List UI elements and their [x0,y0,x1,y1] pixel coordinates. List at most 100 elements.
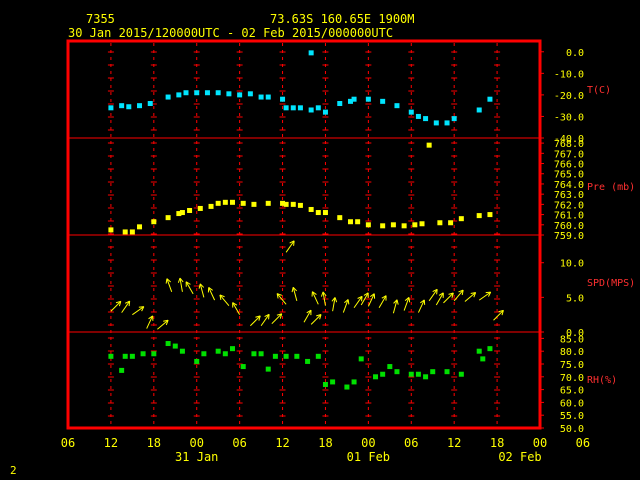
temperature-point [119,103,125,109]
y-tick-label: 768.0 [554,139,584,150]
wind-arrow [353,295,363,309]
header: 7355 73.63S 160.65E 1900M 30 Jan 2015/12… [68,12,415,40]
wind-arrow [453,289,464,302]
pressure-point [122,229,128,235]
wind-arrow [367,293,376,307]
humidity-point [222,351,228,357]
pressure-point [365,222,371,228]
y-tick-label: 763.0 [554,190,584,201]
temperature-point [444,120,450,126]
pressure-point [458,216,464,222]
pressure-point [308,206,314,212]
humidity-point [373,374,379,380]
humidity-point [129,353,135,359]
pressure-point [165,215,171,221]
humidity-point [229,346,235,352]
data-layer [108,50,504,390]
humidity-point [283,353,289,359]
pressure-point [419,221,425,227]
pressure-point [137,224,143,230]
temperature-point [297,105,303,111]
wind-arrow [121,300,131,313]
wind-arrow [378,295,387,308]
temperature-point [423,116,429,122]
temperature-point [258,94,264,100]
wind-arrow [232,302,241,315]
pressure-point [426,142,432,148]
temperature-point [394,103,400,109]
y-tick-label: -40.0 [554,134,584,145]
pressure-point [390,222,396,228]
humidity-point [458,371,464,377]
y-tick-label: 75.0 [560,360,584,371]
pressure-point [265,200,271,206]
temperature-point [451,116,457,122]
wind-arrow [132,306,145,316]
wind-arrow [342,299,350,313]
pressure-point [355,219,361,225]
panel-label-pressure: Pre (mb) [587,182,635,193]
temperature-point [408,109,414,115]
panel-label-temperature: T(C) [587,85,611,96]
x-tick-label: 00 [190,436,204,450]
wind-arrow [303,309,312,323]
pressure-point [179,210,185,216]
temperature-point [380,98,386,104]
humidity-point [480,356,486,362]
pressure-point [476,213,482,219]
y-tick-label: -20.0 [554,91,584,102]
x-date-label: 31 Jan [175,450,218,464]
wind-arrow [331,297,338,312]
humidity-point [444,369,450,375]
humidity-point [122,353,128,359]
pressure-point [176,211,182,217]
y-tick-label: 760.0 [554,221,584,232]
pressure-point [448,220,454,226]
wind-arrow [219,294,230,306]
y-tick-label: 85.0 [560,334,584,345]
temperature-point [183,90,189,96]
humidity-point [380,371,386,377]
pressure-point [208,203,214,209]
wind-arrow [177,277,184,292]
humidity-point [194,358,200,364]
temperature-point [108,105,114,111]
x-tick-label: 12 [104,436,118,450]
pressure-point [187,207,193,213]
y-tick-label: 759.0 [554,231,584,242]
pressure-point [222,199,228,205]
temperature-point [204,90,210,96]
wind-arrow [291,286,298,301]
wind-arrow [157,319,169,330]
temperature-point [137,103,143,109]
y-tick-label: 0.0 [566,328,584,339]
wind-arrow [146,315,154,329]
temperature-point [351,96,357,102]
x-tick-label: 18 [318,436,332,450]
humidity-point [294,353,300,359]
y-tick-label: 55.0 [560,411,584,422]
temperature-point [215,90,221,96]
y-tick-label: 761.0 [554,211,584,222]
x-tick-label: 06 [576,436,590,450]
y-tick-label: 767.0 [554,149,584,160]
humidity-point [344,384,350,390]
axis-layer: 06 12 18 00 06 12 18 00 06 12 18 00 06 31 Jan 01 Feb 02… [61,48,635,464]
wind-arrow [207,287,216,301]
temperature-point [165,94,171,100]
temperature-point [415,113,421,119]
temperature-point [308,50,314,56]
temperature-point [337,101,343,107]
y-tick-label: 80.0 [560,347,584,358]
pressure-point [487,212,493,218]
humidity-point [108,353,114,359]
temperature-point [280,96,286,102]
y-tick-label: 60.0 [560,398,584,409]
y-tick-label: 766.0 [554,160,584,171]
x-tick-label: 12 [447,436,461,450]
pressure-point [401,223,407,229]
y-tick-label: -30.0 [554,112,584,123]
pressure-point [290,201,296,207]
pressure-point [280,200,286,206]
temperature-point [265,94,271,100]
